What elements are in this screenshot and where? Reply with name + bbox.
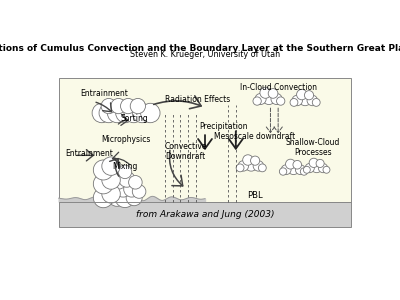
Circle shape xyxy=(279,168,287,175)
Circle shape xyxy=(290,98,298,106)
Circle shape xyxy=(124,181,140,197)
Circle shape xyxy=(298,93,312,106)
Circle shape xyxy=(141,103,160,123)
Circle shape xyxy=(318,164,328,173)
Circle shape xyxy=(243,155,253,165)
Circle shape xyxy=(132,185,146,198)
Circle shape xyxy=(236,164,244,172)
Circle shape xyxy=(116,103,135,123)
Bar xyxy=(59,78,351,202)
Circle shape xyxy=(271,93,282,104)
Circle shape xyxy=(296,89,307,100)
Circle shape xyxy=(111,98,126,114)
Circle shape xyxy=(93,160,113,180)
Circle shape xyxy=(295,165,305,175)
Circle shape xyxy=(293,160,302,169)
Circle shape xyxy=(260,87,271,98)
Circle shape xyxy=(93,188,113,208)
Circle shape xyxy=(281,165,291,175)
Circle shape xyxy=(93,174,113,194)
Circle shape xyxy=(99,103,118,123)
Circle shape xyxy=(286,159,295,169)
Text: Mesoscale downdraft: Mesoscale downdraft xyxy=(214,132,296,141)
Circle shape xyxy=(124,103,144,123)
Bar xyxy=(59,202,351,227)
Circle shape xyxy=(118,165,132,178)
Circle shape xyxy=(303,166,310,173)
Circle shape xyxy=(126,190,142,206)
Circle shape xyxy=(305,164,314,173)
Circle shape xyxy=(253,161,264,171)
Circle shape xyxy=(250,156,260,165)
Circle shape xyxy=(245,158,258,171)
Circle shape xyxy=(130,98,146,114)
Circle shape xyxy=(92,103,112,123)
Circle shape xyxy=(107,103,127,123)
Circle shape xyxy=(276,97,285,105)
Circle shape xyxy=(102,184,120,203)
Text: PBL: PBL xyxy=(247,191,263,200)
Circle shape xyxy=(262,91,276,104)
Text: Entrainment: Entrainment xyxy=(80,89,128,98)
Text: Convective
Downdraft: Convective Downdraft xyxy=(165,142,208,161)
Circle shape xyxy=(253,97,261,105)
Circle shape xyxy=(119,171,135,187)
Circle shape xyxy=(102,157,120,176)
Circle shape xyxy=(323,166,330,173)
Circle shape xyxy=(102,171,120,189)
Circle shape xyxy=(115,188,135,208)
Circle shape xyxy=(268,88,278,98)
Circle shape xyxy=(129,176,142,189)
Circle shape xyxy=(111,174,126,189)
Circle shape xyxy=(114,178,132,197)
Circle shape xyxy=(120,98,136,114)
Circle shape xyxy=(101,98,116,114)
Circle shape xyxy=(309,158,318,167)
Circle shape xyxy=(316,159,324,167)
Circle shape xyxy=(255,93,266,104)
Circle shape xyxy=(304,91,314,100)
Text: Shallow-Cloud
Processes: Shallow-Cloud Processes xyxy=(286,138,340,157)
Text: Radiation Effects: Radiation Effects xyxy=(165,94,230,103)
Circle shape xyxy=(238,161,248,171)
Text: In-Cloud Convection: In-Cloud Convection xyxy=(240,83,317,92)
Circle shape xyxy=(311,161,322,173)
Circle shape xyxy=(292,95,302,106)
Circle shape xyxy=(108,189,126,206)
Text: from Arakawa and Jung (2003): from Arakawa and Jung (2003) xyxy=(136,210,274,219)
Text: Microphysics: Microphysics xyxy=(101,136,150,145)
Text: Sorting: Sorting xyxy=(120,114,148,123)
Text: Mixing: Mixing xyxy=(113,162,138,171)
Circle shape xyxy=(258,164,266,172)
Text: Interactions of Cumulus Convection and the Boundary Layer at the Southern Great : Interactions of Cumulus Convection and t… xyxy=(0,44,400,53)
Circle shape xyxy=(312,98,320,106)
Text: Entrainment: Entrainment xyxy=(65,148,113,158)
Circle shape xyxy=(132,103,152,123)
Circle shape xyxy=(287,162,300,175)
Circle shape xyxy=(108,183,123,198)
Text: Precipitation: Precipitation xyxy=(199,122,247,131)
Circle shape xyxy=(300,168,308,175)
Text: Steven K. Krueger, University of Utah: Steven K. Krueger, University of Utah xyxy=(130,50,280,59)
Circle shape xyxy=(307,95,318,106)
